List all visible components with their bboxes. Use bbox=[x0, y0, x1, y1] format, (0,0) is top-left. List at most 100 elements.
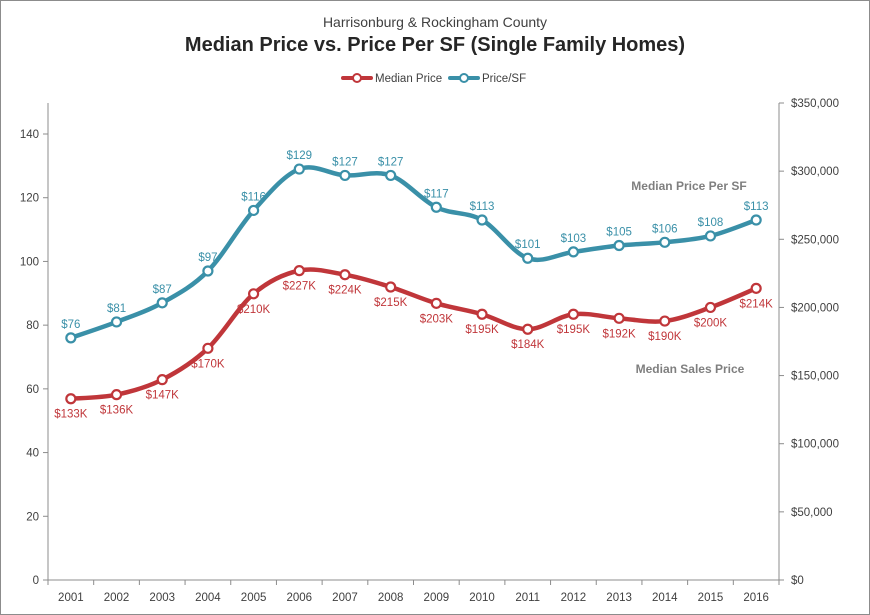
data-label-price-sf: $113 bbox=[744, 201, 769, 213]
right-tick-label: $350,000 bbox=[791, 98, 839, 110]
legend: Median Price Price/SF bbox=[341, 73, 526, 85]
data-point-median-price bbox=[567, 308, 580, 320]
x-axis-ticks: 2001 2002 2003 2004 2005 2006 2007 2008 2009 2010… bbox=[47, 580, 780, 604]
x-tick-label: 2006 bbox=[286, 592, 312, 604]
data-point-price-sf bbox=[156, 297, 168, 309]
data-point-price-sf bbox=[659, 236, 671, 248]
data-label-layer: $133K $136K $147K $170K $210K $227K $224K $215K… bbox=[54, 150, 773, 421]
x-tick-label: 2008 bbox=[378, 592, 404, 604]
data-label-price-sf: $76 bbox=[61, 319, 80, 331]
data-label-median-price: $170K bbox=[191, 358, 225, 370]
data-point-median-price bbox=[339, 269, 351, 281]
data-label-median-price: $147K bbox=[146, 390, 180, 402]
data-label-median-price: $215K bbox=[374, 297, 408, 309]
left-tick-label: 20 bbox=[26, 511, 39, 523]
data-label-price-sf: $117 bbox=[424, 188, 449, 200]
x-tick-label: 2016 bbox=[743, 592, 769, 604]
left-axis-ticks: 0 20 40 60 80 100 120 140 bbox=[20, 129, 48, 587]
left-tick-label: 40 bbox=[26, 448, 39, 460]
data-label-price-sf: $127 bbox=[332, 156, 358, 168]
left-tick-label: 100 bbox=[20, 256, 39, 268]
right-tick-label: $200,000 bbox=[791, 302, 839, 314]
right-tick-label: $100,000 bbox=[791, 439, 839, 451]
data-point-median-price bbox=[202, 342, 214, 354]
data-point-price-sf bbox=[704, 230, 717, 242]
data-point-price-sf bbox=[476, 214, 488, 226]
data-point-median-price bbox=[522, 323, 534, 335]
data-point-median-price bbox=[110, 389, 123, 401]
legend-median-price-marker bbox=[352, 73, 362, 83]
left-tick-label: 140 bbox=[20, 129, 39, 141]
data-label-median-price: $200K bbox=[694, 317, 728, 329]
data-point-price-sf bbox=[567, 246, 580, 258]
data-point-price-sf bbox=[339, 169, 351, 182]
annotation-price-per-sf: Median Price Per SF bbox=[631, 179, 746, 193]
data-label-price-sf: $101 bbox=[515, 239, 541, 251]
left-tick-label: 60 bbox=[26, 384, 39, 396]
data-point-median-price bbox=[476, 308, 488, 320]
data-label-median-price: $195K bbox=[557, 324, 591, 336]
x-tick-label: 2009 bbox=[424, 592, 450, 604]
data-label-median-price: $184K bbox=[511, 339, 545, 351]
left-tick-label: 120 bbox=[20, 193, 39, 205]
data-label-price-sf: $129 bbox=[286, 150, 312, 162]
data-point-price-sf bbox=[613, 239, 625, 252]
x-tick-label: 2002 bbox=[104, 592, 130, 604]
data-point-median-price bbox=[750, 282, 762, 294]
right-tick-label: $0 bbox=[791, 575, 804, 587]
data-point-price-sf bbox=[247, 204, 260, 217]
legend-price-sf-marker bbox=[459, 73, 469, 83]
data-label-median-price: $227K bbox=[283, 281, 317, 293]
series-line-price-sf bbox=[70, 165, 757, 341]
data-label-price-sf: $108 bbox=[698, 217, 724, 229]
data-point-price-sf bbox=[430, 201, 442, 213]
data-point-price-sf bbox=[522, 252, 534, 264]
x-tick-label: 2010 bbox=[469, 592, 495, 604]
x-tick-label: 2004 bbox=[195, 592, 221, 604]
data-label-median-price: $136K bbox=[100, 405, 134, 417]
data-point-median-price bbox=[430, 297, 442, 309]
x-tick-label: 2012 bbox=[561, 592, 587, 604]
left-tick-label: 0 bbox=[33, 575, 39, 587]
x-tick-label: 2005 bbox=[241, 592, 267, 604]
chart-subtitle: Harrisonburg & Rockingham County bbox=[322, 14, 548, 30]
data-label-median-price: $214K bbox=[740, 298, 774, 310]
left-tick-label: 80 bbox=[26, 320, 39, 332]
legend-price-sf-label: Price/SF bbox=[482, 73, 526, 85]
x-tick-label: 2015 bbox=[698, 592, 724, 604]
data-label-price-sf: $113 bbox=[470, 201, 495, 213]
data-label-median-price: $133K bbox=[54, 409, 88, 421]
x-tick-label: 2011 bbox=[515, 592, 540, 604]
data-label-median-price: $190K bbox=[648, 331, 682, 343]
x-tick-label: 2014 bbox=[652, 592, 678, 604]
data-label-price-sf: $116 bbox=[241, 191, 266, 203]
data-point-median-price bbox=[247, 288, 260, 300]
data-point-price-sf bbox=[750, 214, 762, 226]
x-tick-label: 2001 bbox=[58, 592, 84, 604]
annotation-median-sales-price: Median Sales Price bbox=[636, 362, 745, 376]
data-point-price-sf bbox=[110, 316, 123, 328]
data-label-price-sf: $97 bbox=[198, 252, 217, 264]
x-tick-label: 2007 bbox=[332, 592, 358, 604]
data-point-median-price bbox=[156, 374, 168, 386]
data-label-median-price: $224K bbox=[328, 285, 362, 297]
data-point-median-price bbox=[659, 315, 671, 327]
data-point-median-price bbox=[704, 301, 717, 314]
x-tick-label: 2003 bbox=[149, 592, 175, 604]
x-tick-label: 2013 bbox=[606, 592, 632, 604]
data-point-price-sf bbox=[385, 169, 397, 182]
chart-title: Median Price vs. Price Per SF (Single Fa… bbox=[184, 34, 686, 56]
right-tick-label: $50,000 bbox=[791, 507, 833, 519]
data-label-median-price: $195K bbox=[465, 324, 499, 336]
series-line-median-price bbox=[70, 267, 758, 401]
right-tick-label: $150,000 bbox=[791, 371, 839, 383]
right-tick-label: $300,000 bbox=[791, 166, 839, 178]
data-point-price-sf bbox=[65, 332, 77, 344]
data-label-price-sf: $103 bbox=[561, 233, 587, 245]
data-label-price-sf: $87 bbox=[153, 284, 172, 296]
data-label-median-price: $203K bbox=[420, 313, 454, 325]
data-point-median-price bbox=[613, 312, 625, 324]
data-point-median-price bbox=[65, 393, 77, 405]
right-tick-label: $250,000 bbox=[791, 234, 839, 246]
